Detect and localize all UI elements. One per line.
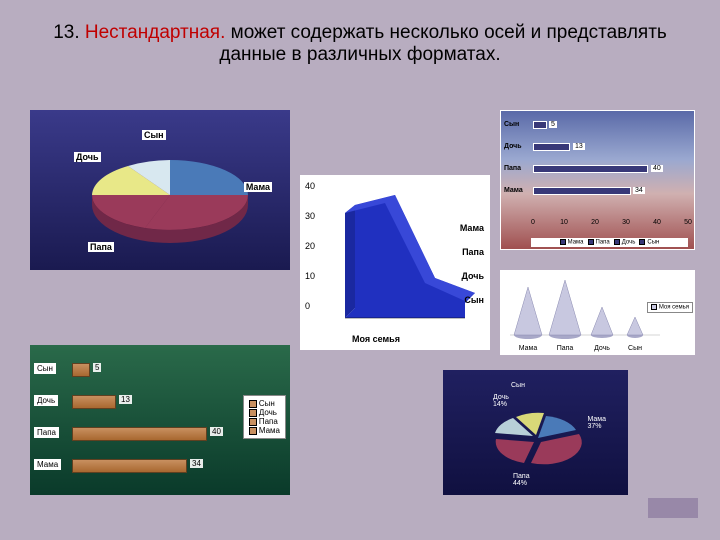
hg-label-2: Папа <box>504 165 521 172</box>
ytick-4: 0 <box>305 301 310 311</box>
hb-bar-2 <box>72 427 207 441</box>
area-shape <box>340 183 480 323</box>
hg-bar-0 <box>533 121 547 129</box>
pie-label-mama: Мама <box>244 182 272 192</box>
pie-navy-chart: Мама37% Папа44% Дочь14% Сын <box>443 370 628 495</box>
cone-lbl-1: Папа <box>557 345 574 352</box>
area-series-3: Сын <box>464 295 484 305</box>
hg-label-1: Дочь <box>504 143 522 150</box>
hb-val-3: 34 <box>190 459 203 468</box>
pie-label-doch: Дочь <box>74 152 101 162</box>
hb-val-1: 13 <box>119 395 132 404</box>
hg-legend: Мама Папа Дочь Сын <box>531 238 688 247</box>
ytick-1: 30 <box>305 211 315 221</box>
cone-legend: Моя семья <box>647 302 693 313</box>
hb-label-3: Мама <box>34 459 61 470</box>
hb-val-2: 40 <box>210 427 223 436</box>
hb-legend: Сын Дочь Папа Мама <box>243 395 286 439</box>
area-3d-chart: 40 30 20 10 0 Моя семья Мама Папа Дочь С… <box>300 175 490 350</box>
area-series-0: Мама <box>460 223 484 233</box>
hb-label-0: Сын <box>34 363 56 374</box>
pn-lbl-papa: Папа44% <box>513 473 530 487</box>
hg-val-2: 40 <box>651 165 663 172</box>
cone-lbl-2: Дочь <box>594 345 610 352</box>
area-series-1: Папа <box>462 247 484 257</box>
pie-3d-chart: Мама Папа Дочь Сын <box>30 110 290 270</box>
pn-lbl-syn: Сын <box>511 382 525 389</box>
title-highlight: Нестандартная. <box>85 22 225 43</box>
hg-label-3: Мама <box>504 187 523 194</box>
pn-lbl-doch: Дочь14% <box>493 394 509 408</box>
hb-bar-1 <box>72 395 116 409</box>
hbar-green-chart: Сын 5 Дочь 13 Папа 40 Мама 34 Сын Дочь П… <box>30 345 290 495</box>
hg-val-1: 13 <box>573 143 585 150</box>
pie-label-papa: Папа <box>88 242 114 252</box>
cone-lbl-3: Сын <box>628 345 642 352</box>
hb-label-2: Папа <box>34 427 59 438</box>
hg-xaxis: 0 10 20 30 40 50 <box>533 219 688 231</box>
area-xlabel: Моя семья <box>352 334 400 344</box>
hg-val-3: 34 <box>633 187 645 194</box>
area-series-2: Дочь <box>461 271 484 281</box>
hb-val-0: 5 <box>93 363 101 372</box>
ytick-2: 20 <box>305 241 315 251</box>
hb-bar-0 <box>72 363 90 377</box>
ytick-3: 10 <box>305 271 315 281</box>
hg-val-0: 5 <box>549 121 557 128</box>
pie-label-syn: Сын <box>142 130 166 140</box>
pn-lbl-mama: Мама37% <box>587 416 606 430</box>
cone-lbl-0: Мама <box>519 345 538 352</box>
hbar-gradient-chart: Сын 5 Дочь 13 Папа 40 Мама 34 0 10 20 30… <box>500 110 695 250</box>
hb-bar-3 <box>72 459 187 473</box>
ytick-0: 40 <box>305 181 315 191</box>
decor-block <box>648 498 698 518</box>
hg-bar-3 <box>533 187 631 195</box>
title-number: 13. <box>53 22 85 43</box>
cone-chart: Мама Папа Дочь Сын Моя семья <box>500 270 695 355</box>
hg-label-0: Сын <box>504 121 519 128</box>
hg-bar-1 <box>533 143 570 151</box>
hb-label-1: Дочь <box>34 395 58 406</box>
title-rest: может содержать несколько осей и предста… <box>219 22 666 65</box>
hg-bar-2 <box>533 165 648 173</box>
